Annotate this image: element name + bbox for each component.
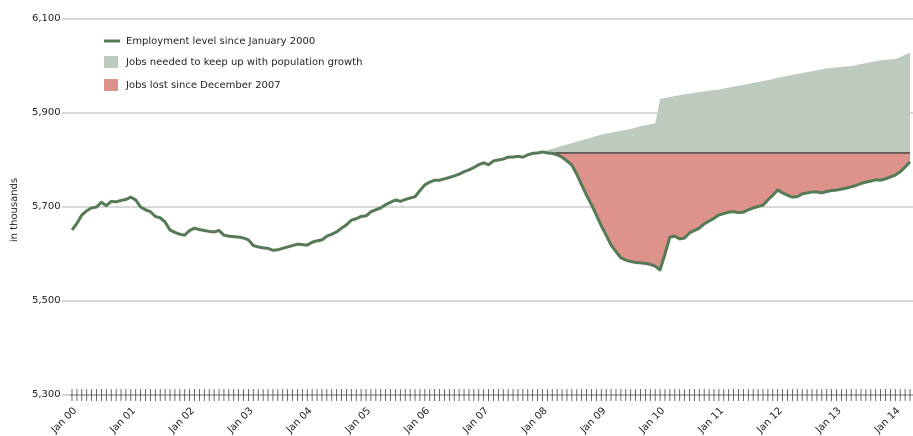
x-tick-label: Jan 04	[284, 405, 315, 436]
x-tick-label: Jan 07	[460, 405, 491, 436]
population-growth-area	[537, 52, 910, 153]
y-tick-label: 5,500	[32, 295, 61, 306]
legend-swatch	[104, 56, 118, 68]
x-tick-label: Jan 08	[519, 405, 550, 436]
y-axis-label: in thousands	[9, 178, 20, 242]
plot-area: 5,300 5,500 5,700 5,900 6,100 Jan 00 Jan 01 Jan…	[32, 13, 913, 436]
jobs-lost-area	[537, 152, 910, 270]
x-tick-label: Jan 00	[49, 405, 80, 436]
x-tick-label: Jan 13	[813, 405, 844, 436]
x-tick-label: Jan 11	[695, 405, 726, 436]
x-tick-label: Jan 05	[343, 405, 374, 436]
legend-swatch	[104, 79, 118, 91]
x-tick-label: Jan 12	[754, 405, 785, 436]
y-tick-label: 5,700	[32, 201, 61, 212]
x-tick-label: Jan 01	[107, 405, 138, 436]
legend-label: Employment level since January 2000	[126, 36, 315, 47]
x-tick-label: Jan 10	[637, 405, 668, 436]
y-tick-label: 6,100	[32, 13, 61, 24]
legend-label: Jobs needed to keep up with population g…	[125, 57, 362, 68]
x-tick-label: Jan 02	[166, 405, 197, 436]
y-tick-label: 5,300	[32, 389, 61, 400]
x-tick-label: Jan 09	[578, 405, 609, 436]
y-tick-label: 5,900	[32, 107, 61, 118]
x-tick-label: Jan 14	[872, 405, 903, 436]
x-tick-label: Jan 06	[401, 405, 432, 436]
x-tick-label: Jan 03	[225, 405, 256, 436]
legend-label: Jobs lost since December 2007	[125, 80, 281, 91]
employment-line	[70, 150, 912, 272]
